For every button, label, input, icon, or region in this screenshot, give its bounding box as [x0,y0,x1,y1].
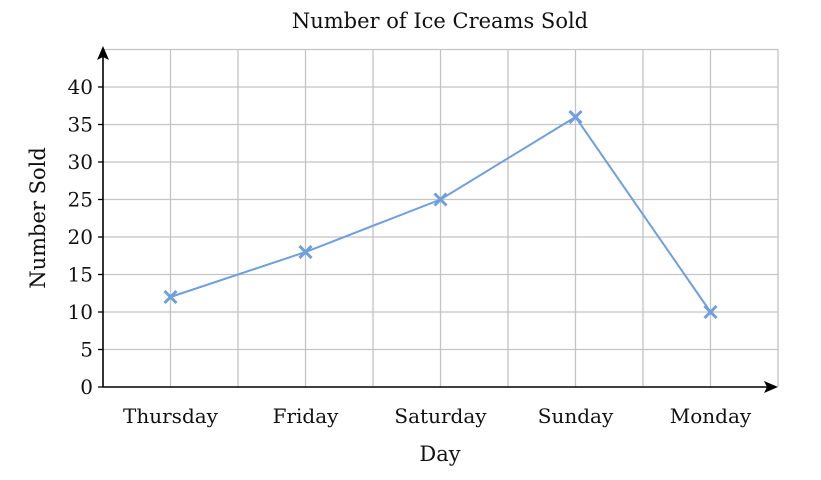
x-tick-label: Friday [273,404,340,428]
data-point-marker [568,109,583,125]
x-tick-label: Monday [670,404,752,428]
x-tick-label: Saturday [394,404,487,428]
axes [97,46,778,393]
x-axis-arrow-icon [764,381,778,393]
y-tick-label: 5 [80,338,93,362]
grid [103,48,779,387]
y-tick-label: 10 [68,300,93,324]
data-point-marker [163,289,178,305]
chart-title: Number of Ice Creams Sold [292,9,588,33]
y-tick-label: 25 [68,188,93,212]
x-axis-label: Day [419,442,460,466]
y-tick-label: 35 [68,113,93,137]
y-tick-label: 0 [80,375,93,399]
y-tick-label: 15 [68,263,93,287]
x-tick-label: Sunday [538,404,614,428]
y-tick-label: 20 [68,225,93,249]
y-tick-label: 30 [68,150,93,174]
x-tick-labels: Thursday Friday Saturday Sunday Monday [123,404,752,428]
data-point-marker [703,304,718,320]
data-point-marker [433,192,448,207]
y-axis-arrow-icon [97,46,109,60]
y-axis-label: Number Sold [26,147,50,289]
data-point-marker [298,244,313,260]
y-tick-label: 40 [68,75,93,99]
y-tick-labels: 0 5 10 15 20 25 30 35 40 [68,75,103,399]
series [163,109,718,320]
x-tick-label: Thursday [123,404,219,428]
